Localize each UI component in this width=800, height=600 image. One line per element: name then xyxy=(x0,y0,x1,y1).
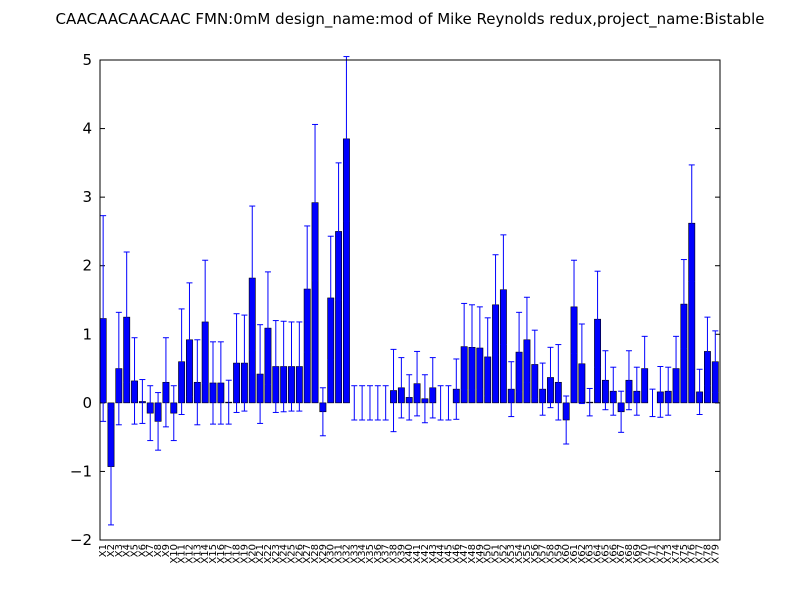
x-tick-label: X12 xyxy=(184,544,195,564)
x-tick-label: X47 xyxy=(459,544,470,564)
x-tick-label: X69 xyxy=(632,544,643,564)
x-tick-label: X15 xyxy=(208,544,219,564)
y-tick-label: 5 xyxy=(82,51,92,69)
x-tick-label: X46 xyxy=(451,544,462,564)
x-tick-label: X71 xyxy=(648,544,659,564)
x-tick-label: X52 xyxy=(498,544,509,564)
x-tick-label: X35 xyxy=(365,544,376,564)
x-tick-label: X76 xyxy=(687,544,698,564)
x-tick-label: X23 xyxy=(271,544,282,564)
x-tick-label: X44 xyxy=(436,544,447,564)
x-tick-label: X37 xyxy=(381,544,392,564)
x-tick-label: X63 xyxy=(585,544,596,564)
x-tick-label: X28 xyxy=(310,544,321,564)
x-tick-label: X5 xyxy=(130,544,141,557)
x-tick-label: X55 xyxy=(522,544,533,564)
x-tick-label: X57 xyxy=(538,544,549,564)
x-tick-label: X79 xyxy=(710,544,721,564)
x-tick-label: X78 xyxy=(702,544,713,564)
x-tick-label: X42 xyxy=(420,544,431,564)
x-tick-label: X14 xyxy=(200,544,211,564)
x-tick-label: X9 xyxy=(161,544,172,557)
x-tick-label: X41 xyxy=(412,544,423,564)
plot-frame xyxy=(99,59,721,541)
x-tick-label: X54 xyxy=(514,544,525,564)
x-tick-label: X36 xyxy=(373,544,384,564)
y-tick-label: −2 xyxy=(70,531,92,549)
x-tick-label: X19 xyxy=(239,544,250,564)
x-tick-label: X68 xyxy=(624,544,635,564)
x-tick-label: X60 xyxy=(561,544,572,564)
x-tick-label: X4 xyxy=(122,544,133,557)
x-tick-label: X50 xyxy=(483,544,494,564)
x-tick-label: X74 xyxy=(671,544,682,564)
x-tick-label: X62 xyxy=(577,544,588,564)
x-tick-label: X29 xyxy=(318,544,329,564)
x-tick-label: X77 xyxy=(695,544,706,564)
x-tick-label: X34 xyxy=(357,544,368,564)
x-tick-label: X75 xyxy=(679,544,690,564)
x-tick-label: X51 xyxy=(491,544,502,564)
x-tick-label: X72 xyxy=(655,544,666,564)
y-tick-label: 1 xyxy=(82,325,92,343)
x-tick-label: X2 xyxy=(106,544,117,557)
x-tick-label: X6 xyxy=(137,544,148,557)
x-tick-label: X56 xyxy=(530,544,541,564)
x-tick-label: X8 xyxy=(153,544,164,557)
x-tick-label: X10 xyxy=(169,544,180,564)
x-tick-label: X33 xyxy=(349,544,360,564)
x-tick-label: X73 xyxy=(663,544,674,564)
x-tick-label: X30 xyxy=(326,544,337,564)
x-tick-label: X18 xyxy=(232,544,243,564)
x-tick-label: X1 xyxy=(98,544,109,557)
y-tick-label: 2 xyxy=(82,257,92,275)
x-tick-label: X26 xyxy=(294,544,305,564)
x-tick-label: X66 xyxy=(608,544,619,564)
x-tick-label: X7 xyxy=(145,544,156,557)
x-tick-label: X16 xyxy=(216,544,227,564)
x-tick-label: X65 xyxy=(600,544,611,564)
x-tick-label: X48 xyxy=(467,544,478,564)
y-tick-label: 3 xyxy=(82,188,92,206)
x-tick-label: X24 xyxy=(279,544,290,564)
x-tick-label: X3 xyxy=(114,544,125,557)
x-tick-label: X27 xyxy=(302,544,313,564)
x-tick-label: X22 xyxy=(263,544,274,564)
x-tick-label: X21 xyxy=(255,544,266,564)
x-tick-label: X13 xyxy=(192,544,203,564)
x-tick-label: X70 xyxy=(640,544,651,564)
chart-title: CAACAACAACAAC FMN:0mM design_name:mod of… xyxy=(56,10,765,29)
x-tick-label: X61 xyxy=(569,544,580,564)
x-tick-label: X43 xyxy=(428,544,439,564)
y-tick-label: −1 xyxy=(70,462,92,480)
x-tick-label: X40 xyxy=(404,544,415,564)
x-tick-label: X25 xyxy=(286,544,297,564)
x-tick-label: X17 xyxy=(224,544,235,564)
x-tick-label: X38 xyxy=(389,544,400,564)
x-tick-label: X67 xyxy=(616,544,627,564)
x-tick-label: X53 xyxy=(506,544,517,564)
x-tick-label: X31 xyxy=(334,544,345,564)
y-tick-label: 4 xyxy=(82,120,92,138)
x-tick-label: X49 xyxy=(475,544,486,564)
y-tick-label: 0 xyxy=(82,394,92,412)
x-tick-label: X58 xyxy=(545,544,556,564)
x-tick-label: X64 xyxy=(593,544,604,564)
x-tick-label: X32 xyxy=(341,544,352,564)
x-tick-label: X39 xyxy=(396,544,407,564)
x-tick-label: X59 xyxy=(553,544,564,564)
x-tick-label: X11 xyxy=(177,544,188,564)
x-tick-label: X20 xyxy=(247,544,258,564)
x-tick-label: X45 xyxy=(443,544,454,564)
